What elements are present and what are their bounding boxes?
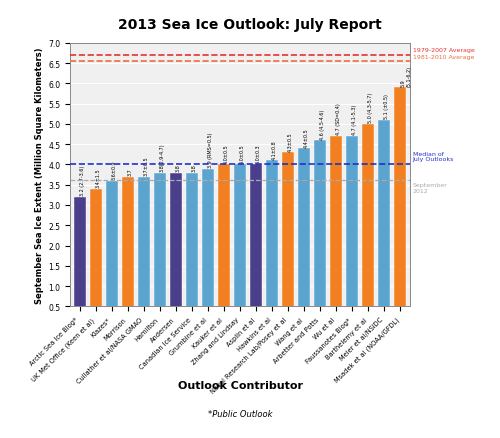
Bar	[362, 125, 374, 327]
Text: 3.8: 3.8	[192, 164, 197, 172]
Text: 4.6 (4.5-4.6): 4.6 (4.5-4.6)	[320, 109, 325, 139]
Text: Median of
July Outlooks: Median of July Outlooks	[412, 151, 454, 162]
Bar	[266, 161, 278, 327]
Bar	[90, 189, 102, 327]
Text: September
2012: September 2012	[412, 183, 448, 194]
Bar	[74, 198, 86, 327]
Text: 1979-2007 Average: 1979-2007 Average	[412, 48, 474, 53]
Bar	[154, 173, 166, 327]
Bar	[282, 153, 294, 327]
Text: 4.0±0.5: 4.0±0.5	[240, 144, 245, 163]
Text: 3.8: 3.8	[176, 164, 181, 172]
Text: 3.2 (2.7-3.6): 3.2 (2.7-3.6)	[80, 166, 84, 196]
Text: 4.3±0.5: 4.3±0.5	[288, 132, 293, 152]
Text: 3.4±1.5: 3.4±1.5	[96, 168, 100, 188]
Text: 4.1±0.8: 4.1±0.8	[272, 140, 277, 159]
Bar	[314, 141, 326, 327]
Bar	[346, 137, 358, 327]
Text: 4.0±0.5: 4.0±0.5	[224, 144, 229, 163]
Y-axis label: September Sea Ice Extent (Million Square Kilometers): September Sea Ice Extent (Million Square…	[35, 47, 44, 303]
Bar	[218, 165, 230, 327]
Bar	[250, 165, 262, 327]
Text: 3.7: 3.7	[128, 168, 132, 176]
Text: Outlook Contributor: Outlook Contributor	[178, 380, 302, 390]
Bar	[138, 177, 150, 327]
Bar	[186, 173, 198, 327]
Text: 5.1 (±0.5): 5.1 (±0.5)	[384, 94, 390, 119]
Bar	[106, 181, 118, 327]
Bar	[234, 165, 246, 327]
Bar	[170, 173, 182, 327]
Text: 3.7±0.5: 3.7±0.5	[144, 156, 149, 176]
Text: 4.7 (4.1-5.3): 4.7 (4.1-5.3)	[352, 105, 358, 135]
Text: 4.4±0.5: 4.4±0.5	[304, 128, 309, 147]
Text: *Public Outlook: *Public Outlook	[208, 409, 272, 418]
Text: 3.8(2.9-4.7): 3.8(2.9-4.7)	[160, 143, 165, 172]
Bar	[378, 120, 390, 327]
Text: 4.7 (SD=0.4): 4.7 (SD=0.4)	[336, 103, 341, 135]
Bar	[394, 88, 406, 327]
Text: 3.9 (RMS=0.5): 3.9 (RMS=0.5)	[208, 132, 213, 167]
Text: 5.0 (4.3-5.7): 5.0 (4.3-5.7)	[368, 93, 374, 123]
Bar	[122, 177, 134, 327]
Text: 5.9
(5.1-6.2): 5.9 (5.1-6.2)	[400, 66, 411, 87]
Bar	[202, 169, 214, 327]
Text: 1981-2010 Average: 1981-2010 Average	[412, 55, 474, 60]
Text: 4.0±0.3: 4.0±0.3	[256, 144, 261, 163]
Text: 2013 Sea Ice Outlook: July Report: 2013 Sea Ice Outlook: July Report	[118, 18, 382, 32]
Text: 3.6±0.9: 3.6±0.9	[112, 160, 116, 180]
Bar	[298, 149, 310, 327]
Bar	[330, 137, 342, 327]
